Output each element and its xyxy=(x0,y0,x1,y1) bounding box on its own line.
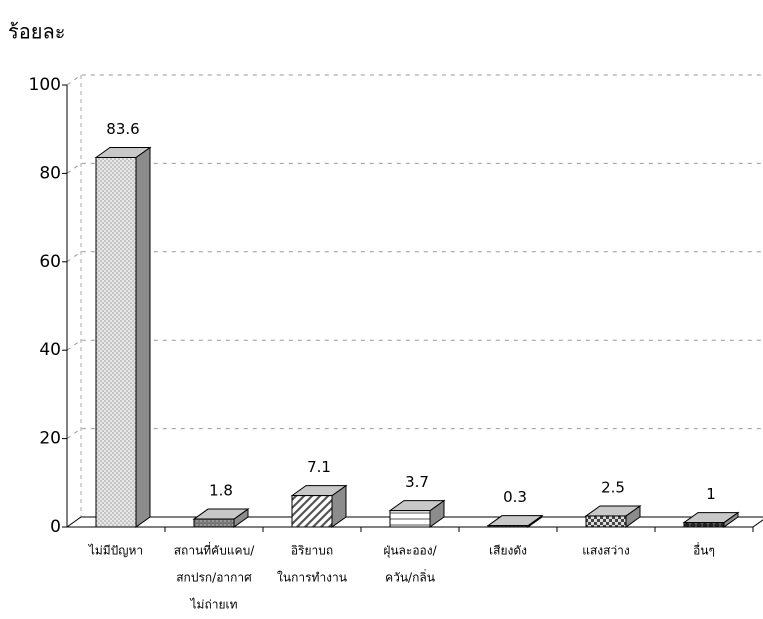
y-tick-label: 40 xyxy=(39,340,61,360)
bar xyxy=(585,515,627,528)
value-label: 0.3 xyxy=(503,488,527,506)
bar xyxy=(683,522,725,528)
x-tick-label: เสียงดัง xyxy=(489,544,527,558)
bar xyxy=(193,518,235,528)
x-tick-label: แสงสว่าง xyxy=(582,544,630,558)
x-tick-label: ควัน/กลิ่น xyxy=(385,569,435,585)
x-tick-label: ฝุ่นละออง/ xyxy=(383,544,437,559)
grid-line xyxy=(66,428,763,440)
x-tick-label: สถานที่คับแคบ/ xyxy=(174,542,255,558)
x-tick-label: ไม่มีปัญหา xyxy=(88,544,143,558)
grid-line xyxy=(66,251,763,263)
grid-line xyxy=(66,162,763,174)
value-label: 7.1 xyxy=(307,458,331,476)
y-tick-label: 80 xyxy=(39,163,61,183)
grid-line xyxy=(66,74,763,86)
bar xyxy=(291,495,333,528)
value-label: 2.5 xyxy=(601,478,625,496)
bar-side xyxy=(135,146,151,528)
x-tick-label: อิริยาบถ xyxy=(291,544,333,558)
grid-line xyxy=(66,339,763,351)
x-tick-label: ในการทำงาน xyxy=(277,571,347,585)
value-label: 1 xyxy=(706,485,716,503)
value-label: 1.8 xyxy=(209,482,233,500)
y-tick-label: 60 xyxy=(39,252,61,272)
bar xyxy=(95,156,137,528)
y-tick-label: 20 xyxy=(39,429,61,449)
x-tick-label: ไม่ถ่ายเท xyxy=(190,598,238,612)
x-tick-label: สกปรก/อากาศ xyxy=(176,571,252,585)
y-axis-label: ร้อยละ xyxy=(8,20,65,44)
bar xyxy=(389,510,431,528)
y-tick-label: 0 xyxy=(50,517,61,537)
bar xyxy=(487,525,529,528)
value-label: 83.6 xyxy=(106,120,139,138)
value-label: 3.7 xyxy=(405,473,429,491)
y-tick-label: 100 xyxy=(29,75,61,95)
x-tick-label: อื่นๆ xyxy=(693,542,715,558)
